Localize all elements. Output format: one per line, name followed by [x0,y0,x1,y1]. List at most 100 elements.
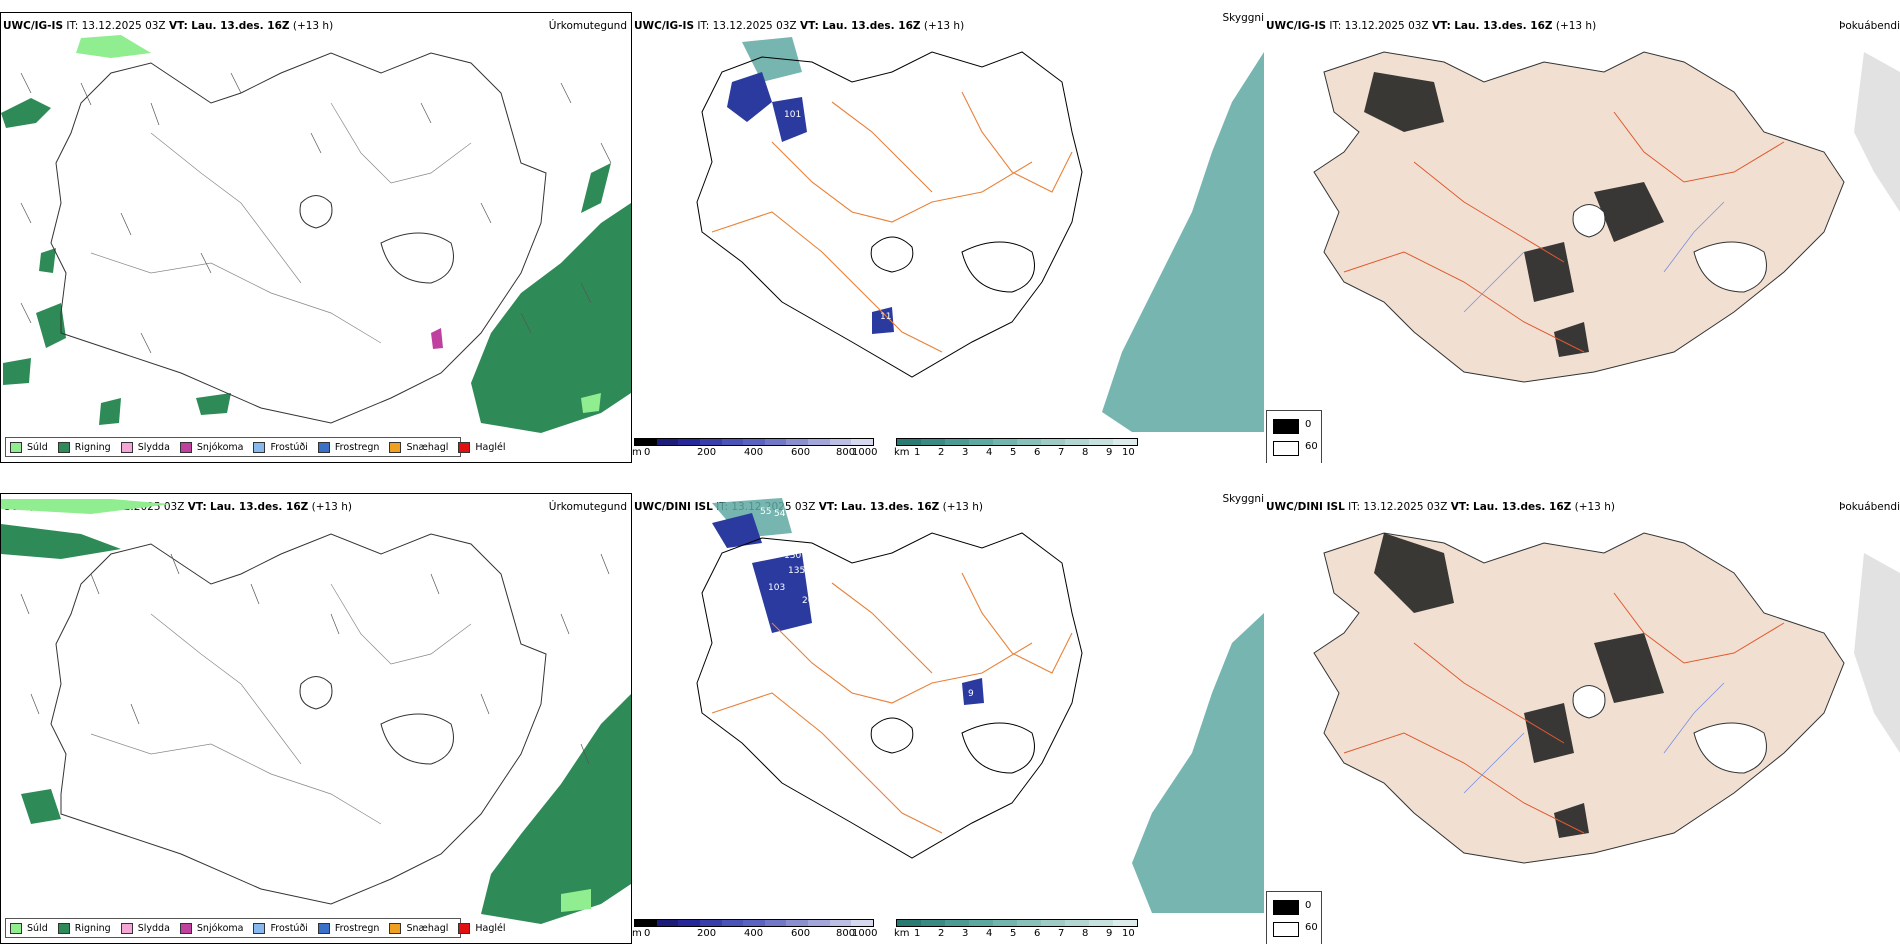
wind-barbs [20,553,610,765]
tick-label: 200 [697,928,717,939]
tick-label: 2 [938,447,945,458]
precip-type-legend: Súld Rigning Slydda Snjókoma Frostúði Fr… [5,437,506,457]
unit-label: m [632,447,642,458]
iceland-map [1,499,631,924]
tick-label: 8 [1082,928,1089,939]
color-bar [896,919,1138,927]
bar-segment [743,920,765,926]
legend-item: Rigning [57,922,111,934]
legend-swatch [389,922,402,934]
drizzle-area [76,35,601,413]
visibility-value-label: 130 [784,551,802,561]
bar-segment [635,439,657,445]
iceland-map [696,37,1264,432]
bar-segment [1089,439,1113,445]
tick-label: 800 [836,447,856,458]
bar-segment [993,439,1017,445]
bar-segment [808,920,830,926]
tick-label: 3 [962,928,969,939]
tick-label: 800 [836,928,856,939]
legend-label: 60 [1305,922,1318,933]
bar-segment [786,439,809,445]
fog-area [1364,72,1664,357]
color-bar [896,438,1138,446]
bar-segment [1017,439,1041,445]
tick-label: 4 [986,928,993,939]
legend-swatch [389,441,402,453]
legend-item: Súld [10,441,48,453]
legend-swatch [317,441,330,453]
rivers [1463,682,1725,794]
fog-visibility-area [712,513,984,705]
bar-segment [1113,439,1137,445]
panel-header: UWC/IG-IS IT: 13.12.2025 03Z VT: Lau. 13… [634,20,965,32]
coastline [50,533,547,905]
bar-segment [1041,439,1065,445]
legend-swatch [1273,900,1299,915]
glaciers [1572,685,1767,774]
bar-segment [851,439,874,445]
bar-segment [829,920,852,926]
visibility-panel-bottom: UWC/DINI ISL IT: 13.12.2025 03Z VT: Lau.… [632,493,1264,944]
visibility-value-label: 54 [774,509,786,519]
tick-label: 7 [1058,928,1065,939]
legend-swatch [57,441,70,453]
legend-swatch [120,441,133,453]
panel-title: Þokuábendi [1839,501,1900,513]
vis-scale-kilometers: km 1 2 3 4 5 6 7 8 9 10 [894,438,1138,460]
bar-segment [699,920,722,926]
tick-label: 5 [1010,447,1017,458]
panel-title: Skyggni [1222,12,1265,24]
bar-segment [764,920,787,926]
bar-segment [993,920,1017,926]
coastline [696,51,1083,378]
legend-item: Haglél [458,441,506,453]
fog-area [1374,533,1664,838]
unit-label: km [894,447,910,458]
visibility-value-label: 74 [803,566,815,576]
bar-segment [829,439,852,445]
bar-segment [1065,920,1089,926]
visibility-value-label: 11 [880,312,892,322]
precip-type-legend: Súld Rigning Slydda Snjókoma Frostúði Fr… [5,918,506,938]
rivers [1463,201,1725,313]
tick-label: 4 [986,447,993,458]
legend-swatch [458,922,471,934]
tick-label: 1 [914,928,921,939]
visibility-panel-top: UWC/IG-IS IT: 13.12.2025 03Z VT: Lau. 13… [632,12,1264,463]
bar-segment [786,920,809,926]
legend-item: Rigning [57,441,111,453]
bar-segment [1113,920,1137,926]
bar-segment [851,920,874,926]
tick-label: 2 [938,928,945,939]
bar-segment [1041,920,1065,926]
tick-label: 9 [1106,447,1113,458]
tick-label: 5 [1010,928,1017,939]
road-network [90,102,472,344]
precip-type-panel-bottom: UWC/DINI ISL IT: 13.12.2025 03Z VT: Lau.… [0,493,632,944]
legend-item: Frostúði [253,922,308,934]
iceland-map [1313,51,1900,383]
tick-label: 10 [1122,447,1135,458]
visibility-value-label: 103 [768,583,786,593]
tick-label: 200 [697,447,717,458]
bar-segment [764,439,787,445]
legend-item: Frostúði [253,441,308,453]
fog-legend: 0 60 [1266,410,1322,463]
tick-label: 8 [1082,447,1089,458]
tick-label: 1 [914,447,921,458]
unit-label: m [632,928,642,939]
glaciers [1572,204,1767,293]
tick-label: 3 [962,447,969,458]
legend-item: Frostregn [317,922,379,934]
bar-segment [945,920,969,926]
bar-segment [656,920,679,926]
legend-swatch [10,922,22,934]
iceland-map [696,498,1264,913]
tick-label: 1000 [852,447,878,458]
coastline [50,52,547,424]
legend-swatch [253,441,266,453]
visibility-value-label: 20 [802,596,814,606]
bar-segment [635,920,657,926]
iceland-map [1313,532,1900,864]
